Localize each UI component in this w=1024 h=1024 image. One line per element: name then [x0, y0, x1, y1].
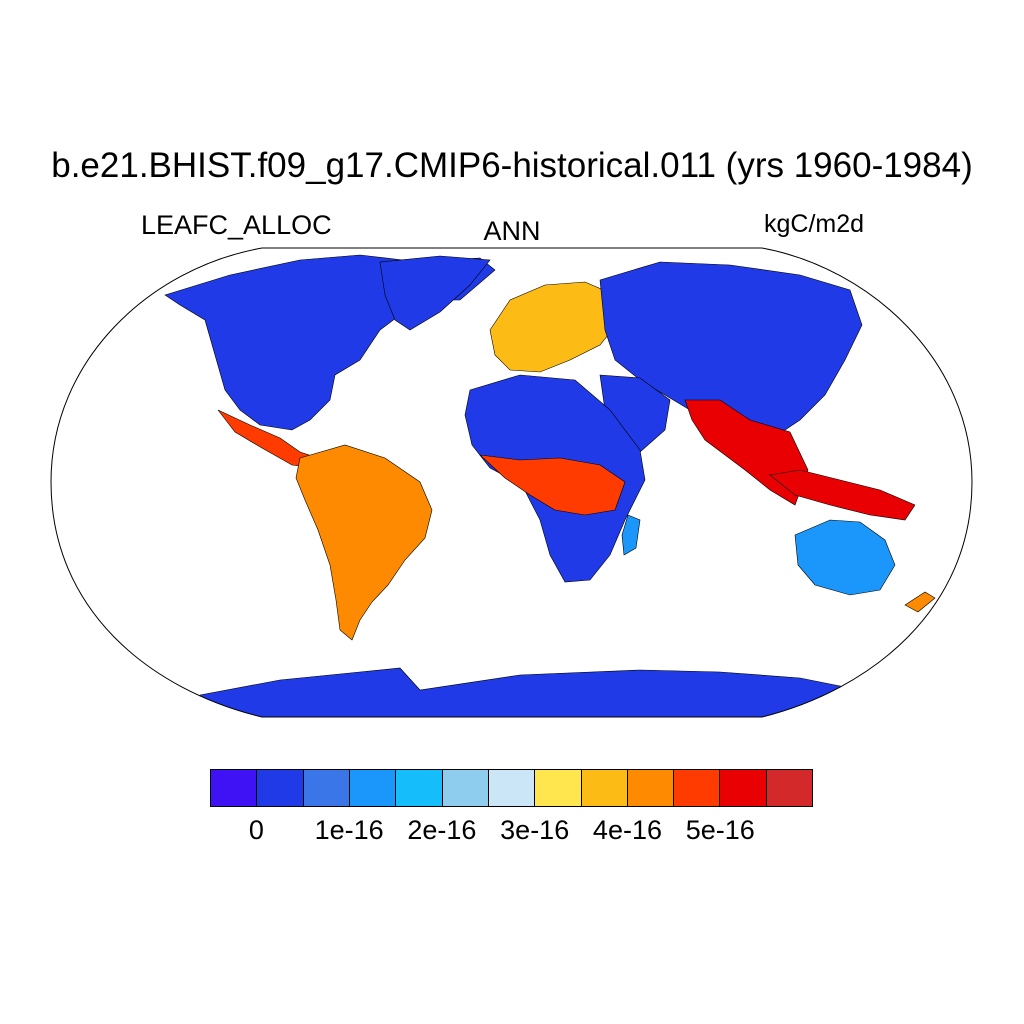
colorbar-box	[349, 770, 397, 806]
asia	[599, 261, 863, 441]
season-label: ANN	[483, 216, 541, 246]
colorbar-label: 2e-16	[407, 815, 477, 845]
madagascar	[621, 514, 641, 556]
south-america	[295, 444, 433, 641]
units-label: kgC/m2d	[764, 210, 865, 238]
colorbar-box	[720, 770, 767, 806]
colorbar-box	[396, 770, 443, 806]
globe-outline	[50, 247, 973, 718]
colorbar-box	[303, 770, 350, 806]
colorbar-box	[581, 770, 628, 806]
colorbar-box	[627, 770, 675, 806]
new-zealand	[904, 591, 936, 613]
colorbar-label: 0	[248, 815, 264, 845]
antarctica	[149, 667, 881, 717]
variable-label: LEAFC_ALLOC	[141, 210, 332, 240]
colorbar	[210, 769, 813, 807]
colorbar-box	[211, 770, 258, 806]
colorbar-box	[488, 770, 536, 806]
colorbar-label: 4e-16	[592, 815, 662, 845]
colorbar-box	[257, 770, 304, 806]
colorbar-box	[442, 770, 489, 806]
colorbar-box	[535, 770, 582, 806]
colorbar-box	[766, 770, 813, 806]
greenland	[379, 255, 491, 331]
indonesia	[769, 469, 916, 521]
colorbar-box	[674, 770, 721, 806]
colorbar-label: 1e-16	[314, 815, 384, 845]
colorbar-label: 3e-16	[500, 815, 570, 845]
australia	[794, 519, 896, 596]
plot-title: b.e21.BHIST.f09_g17.CMIP6-historical.011…	[51, 146, 973, 185]
africa-tropics	[479, 454, 626, 516]
colorbar-label: 5e-16	[685, 815, 755, 845]
